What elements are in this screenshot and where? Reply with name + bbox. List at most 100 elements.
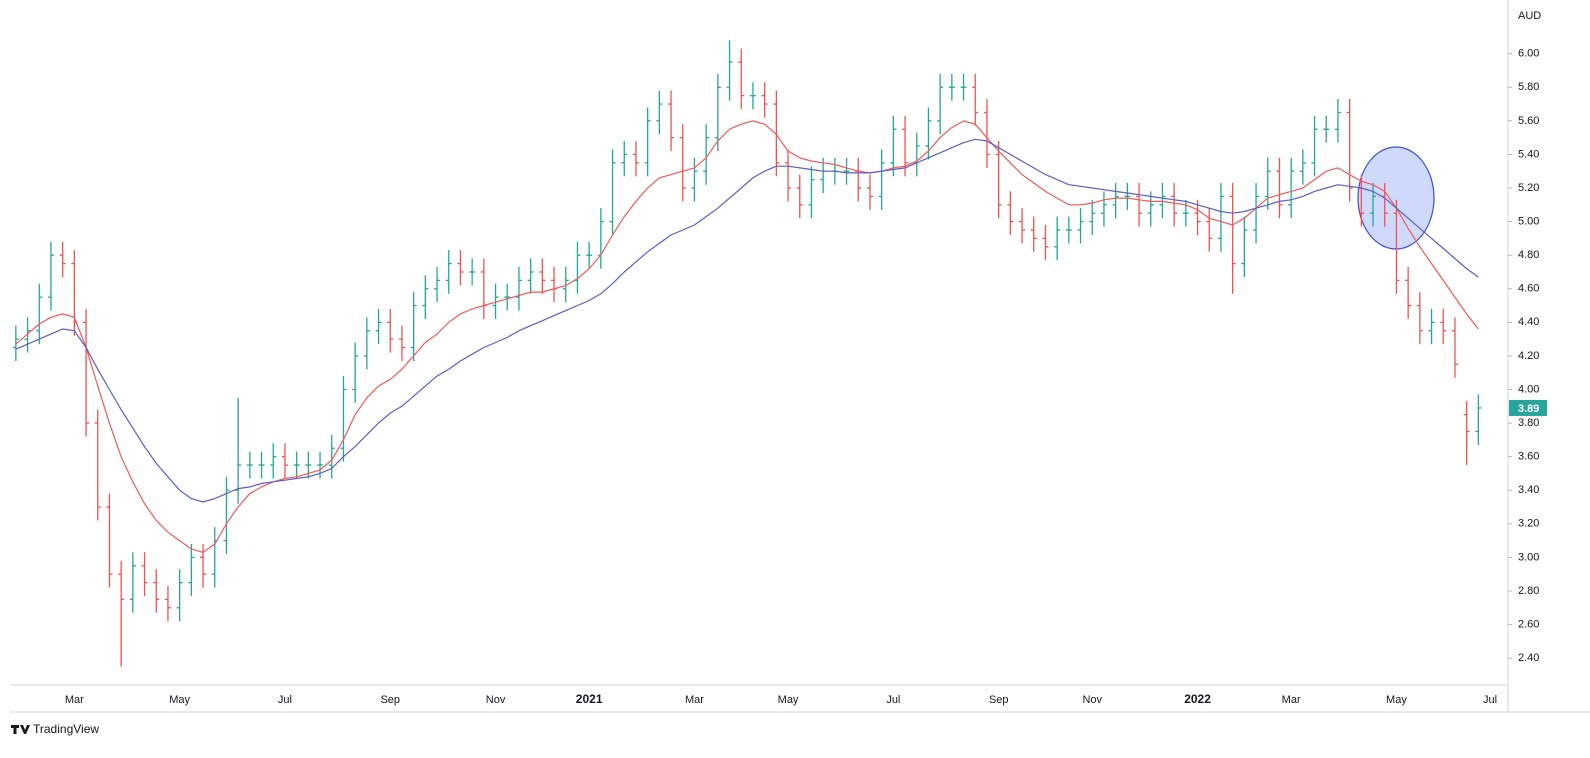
ohlc-bar [328, 434, 335, 479]
ohlc-bar [597, 208, 604, 269]
ohlc-bar [398, 325, 405, 361]
ohlc-bar [1065, 216, 1072, 244]
ohlc-bar [527, 258, 534, 294]
ohlc-bar [1159, 182, 1166, 219]
ohlc-bar [340, 376, 347, 462]
ohlc-bar [1440, 308, 1447, 345]
x-tick-label: May [778, 694, 799, 706]
ohlc-bar [913, 132, 920, 177]
ohlc-bar [749, 82, 756, 110]
ohlc-bar [47, 241, 54, 311]
ohlc-bar [24, 317, 31, 353]
ohlc-bar [492, 283, 499, 319]
ohlc-bar [1334, 99, 1341, 143]
ohlc-bar [1054, 216, 1061, 261]
ohlc-bar [960, 73, 967, 101]
brand: TradingView [33, 722, 99, 736]
ohlc-bar [632, 141, 639, 177]
ohlc-bar [1311, 115, 1318, 177]
ohlc-bar [1229, 182, 1236, 294]
ohlc-bar [59, 241, 66, 277]
ohlc-bar [1323, 115, 1330, 143]
ohlc-bar [188, 543, 195, 597]
ohlc-bar [410, 292, 417, 361]
y-tick-label: 5.80 [1518, 81, 1539, 93]
ohlc-bar [1346, 99, 1353, 202]
ohlc-bar [691, 157, 698, 202]
x-tick-label: Nov [486, 694, 506, 706]
ohlc-bar [1019, 208, 1026, 244]
ohlc-bar [1124, 182, 1131, 210]
ohlc-bar [1077, 208, 1084, 244]
ohlc-bar [866, 174, 873, 210]
ohlc-bar [153, 569, 160, 613]
ohlc-bar [1171, 182, 1178, 227]
ohlc-bar [1288, 157, 1295, 219]
y-tick-label: 4.40 [1518, 316, 1539, 328]
y-tick-label: 5.60 [1518, 115, 1539, 127]
ohlc-bar [1112, 182, 1119, 219]
last-price-tag [1509, 399, 1547, 416]
y-tick-label: 3.60 [1518, 451, 1539, 463]
y-tick-label: 5.40 [1518, 148, 1539, 160]
logo[interactable]: TradingView [11, 722, 99, 736]
x-tick-label: 2022 [1184, 692, 1211, 706]
ohlc-bar [878, 149, 885, 210]
ohlc-bar [890, 115, 897, 177]
ohlc-bar [586, 241, 593, 269]
ohlc-bar [773, 90, 780, 177]
ohlc-bar [94, 409, 101, 521]
ohlc-bar [504, 283, 511, 311]
ohlc-bar [445, 250, 452, 294]
ohlc-bar [200, 543, 207, 588]
ohlc-bar [808, 166, 815, 219]
ohlc-bar [948, 73, 955, 101]
ohlc-bar [1475, 394, 1482, 445]
ohlc-bar [141, 552, 148, 597]
ohlc-bar [457, 250, 464, 286]
ohlc-bar [12, 325, 19, 361]
ohlc-bar [118, 560, 125, 667]
ohlc-bar [1100, 191, 1107, 227]
ohlc-bar [621, 141, 628, 177]
ohlc-bar [1241, 216, 1248, 277]
ohlc-bar [387, 308, 394, 353]
x-tick-label: 2021 [576, 692, 603, 706]
x-tick-label: Jul [886, 694, 900, 706]
ohlc-bar [1276, 157, 1283, 219]
x-tick-label: Mar [65, 694, 84, 706]
x-tick-label: May [169, 694, 190, 706]
y-tick-label: 4.00 [1518, 383, 1539, 395]
ohlc-bar [726, 40, 733, 101]
ohlc-bar [211, 527, 218, 588]
ohlc-bar [176, 569, 183, 622]
x-tick-label: Mar [685, 694, 704, 706]
ohlc-bar [223, 476, 230, 555]
ohlc-bar [1370, 182, 1377, 227]
y-tick-label: 5.20 [1518, 182, 1539, 194]
ohlc-bar [1182, 199, 1189, 227]
ohlc-bar [551, 266, 558, 303]
ohlc-bar [1451, 317, 1458, 378]
ohlc-bar [937, 73, 944, 135]
ohlc-bar [258, 451, 265, 479]
ohlc-bar [843, 157, 850, 185]
ohlc-bar [1147, 191, 1154, 227]
ohlc-bar [270, 443, 277, 479]
last-price-label: 3.89 [1518, 403, 1539, 415]
ohlc-bar [469, 258, 476, 286]
ohlc-bar [515, 266, 522, 311]
x-tick-label: Nov [1082, 694, 1102, 706]
ohlc-bar [703, 124, 710, 185]
x-tick-label: May [1386, 694, 1407, 706]
ohlc-bar [363, 317, 370, 370]
ohlc-bar [375, 308, 382, 345]
ohlc-bar [352, 342, 359, 403]
ohlc-bar [1206, 208, 1213, 252]
y-tick-label: 4.80 [1518, 249, 1539, 261]
ohlc-bar [422, 275, 429, 319]
ohlc-bar [1463, 401, 1470, 466]
ohlc-bar [644, 107, 651, 177]
moving-average [15, 120, 1479, 554]
